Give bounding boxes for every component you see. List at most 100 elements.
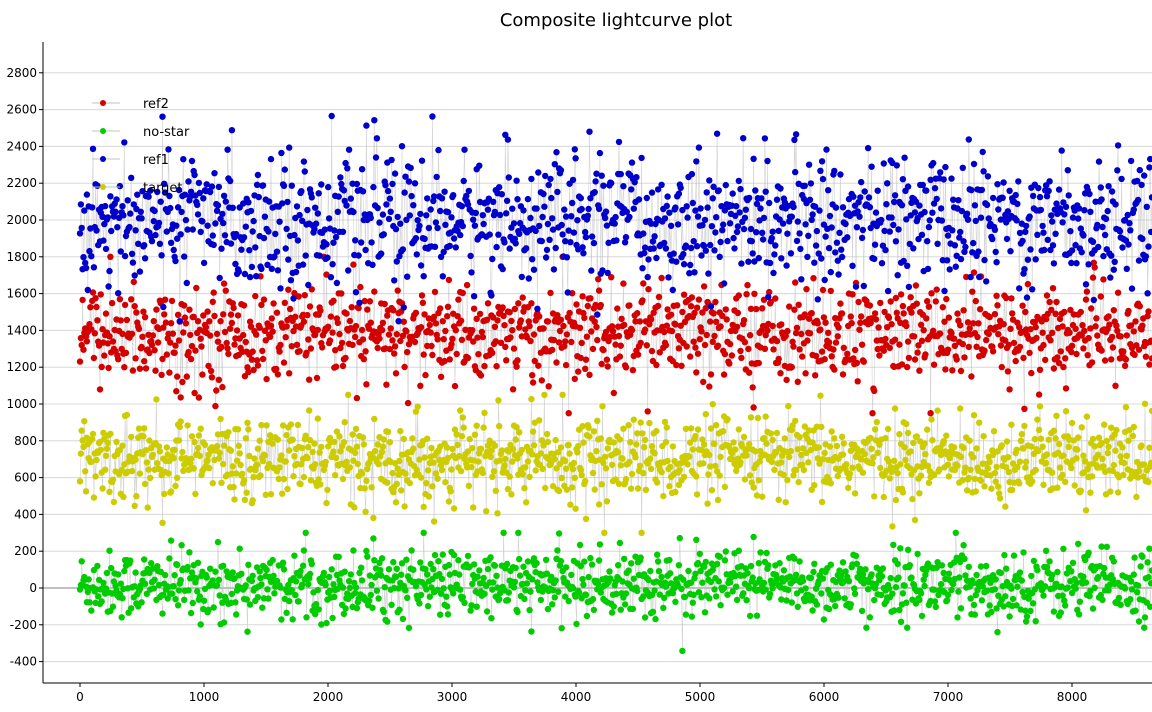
data-point [211,312,218,320]
data-point [1098,347,1105,354]
data-point [1042,547,1050,554]
data-point [1119,244,1126,251]
data-point [898,361,906,368]
data-point [575,368,582,375]
data-point [283,431,290,439]
data-point [444,611,452,618]
data-point [617,170,624,178]
data-point [181,302,188,309]
data-point [696,336,703,343]
data-point [916,202,923,209]
data-point [658,469,665,476]
data-point [300,158,308,165]
data-point [995,206,1002,213]
data-point [957,322,964,329]
data-point [762,413,769,420]
data-point [444,454,452,461]
data-point [945,314,953,321]
data-point [149,332,157,339]
data-point [456,571,463,578]
series-no-star [76,529,1152,655]
data-point [277,341,284,349]
data-point [133,493,140,500]
data-point [1060,452,1067,459]
data-point [735,426,742,433]
data-point [916,367,923,374]
data-point [507,334,514,341]
data-point [406,212,413,219]
data-point [847,313,854,320]
data-point [516,324,523,331]
data-point [219,383,226,391]
data-point [721,557,729,564]
data-point [421,454,428,461]
data-point [296,348,303,355]
data-point [720,221,727,228]
data-point [1016,458,1024,465]
data-point [244,364,251,371]
data-point [522,464,529,471]
data-point [201,441,209,449]
data-point [180,156,187,163]
data-point [1028,572,1035,580]
data-point [293,203,301,210]
data-point [459,222,466,230]
data-point [839,371,847,378]
data-point [86,599,93,606]
data-point [851,590,859,597]
data-point [738,260,745,267]
data-point [393,331,400,338]
data-point [401,503,408,510]
data-point [793,237,801,245]
data-point [82,488,90,495]
data-point [1107,488,1114,495]
data-point [292,578,300,585]
data-point [437,207,444,215]
data-point [96,386,104,393]
data-point [570,229,578,236]
data-point [78,427,85,434]
data-point [1018,430,1025,438]
data-point [539,213,546,221]
data-point [565,227,572,234]
data-point [92,295,99,302]
data-point [263,566,270,574]
data-point [665,274,672,281]
data-point [1035,426,1043,434]
data-point [832,602,839,610]
data-point [651,587,658,594]
data-point [187,609,195,617]
data-point [384,187,392,195]
data-point [598,481,605,488]
data-point [961,555,968,562]
data-point [535,169,542,176]
data-point [280,182,288,189]
data-point [885,458,893,465]
data-point [390,558,397,566]
data-point [1022,308,1029,316]
data-point [555,449,562,456]
data-point [869,460,876,467]
data-point [456,452,463,460]
data-point [445,561,453,569]
data-point [692,207,699,214]
data-point [790,343,797,350]
data-point [869,410,876,417]
data-point [654,479,661,486]
data-point [1061,308,1068,316]
data-point [1003,464,1010,471]
data-point [562,457,569,465]
data-point [844,350,851,357]
data-point [632,553,639,560]
data-point [667,311,675,318]
data-point [445,276,453,284]
data-point [1013,217,1020,224]
data-point [666,483,673,490]
data-point [529,451,536,458]
data-point [690,238,697,245]
data-point [804,337,811,344]
data-point [228,590,236,598]
data-point [200,312,207,319]
data-point [488,292,495,299]
series-ref2 [76,253,1152,417]
